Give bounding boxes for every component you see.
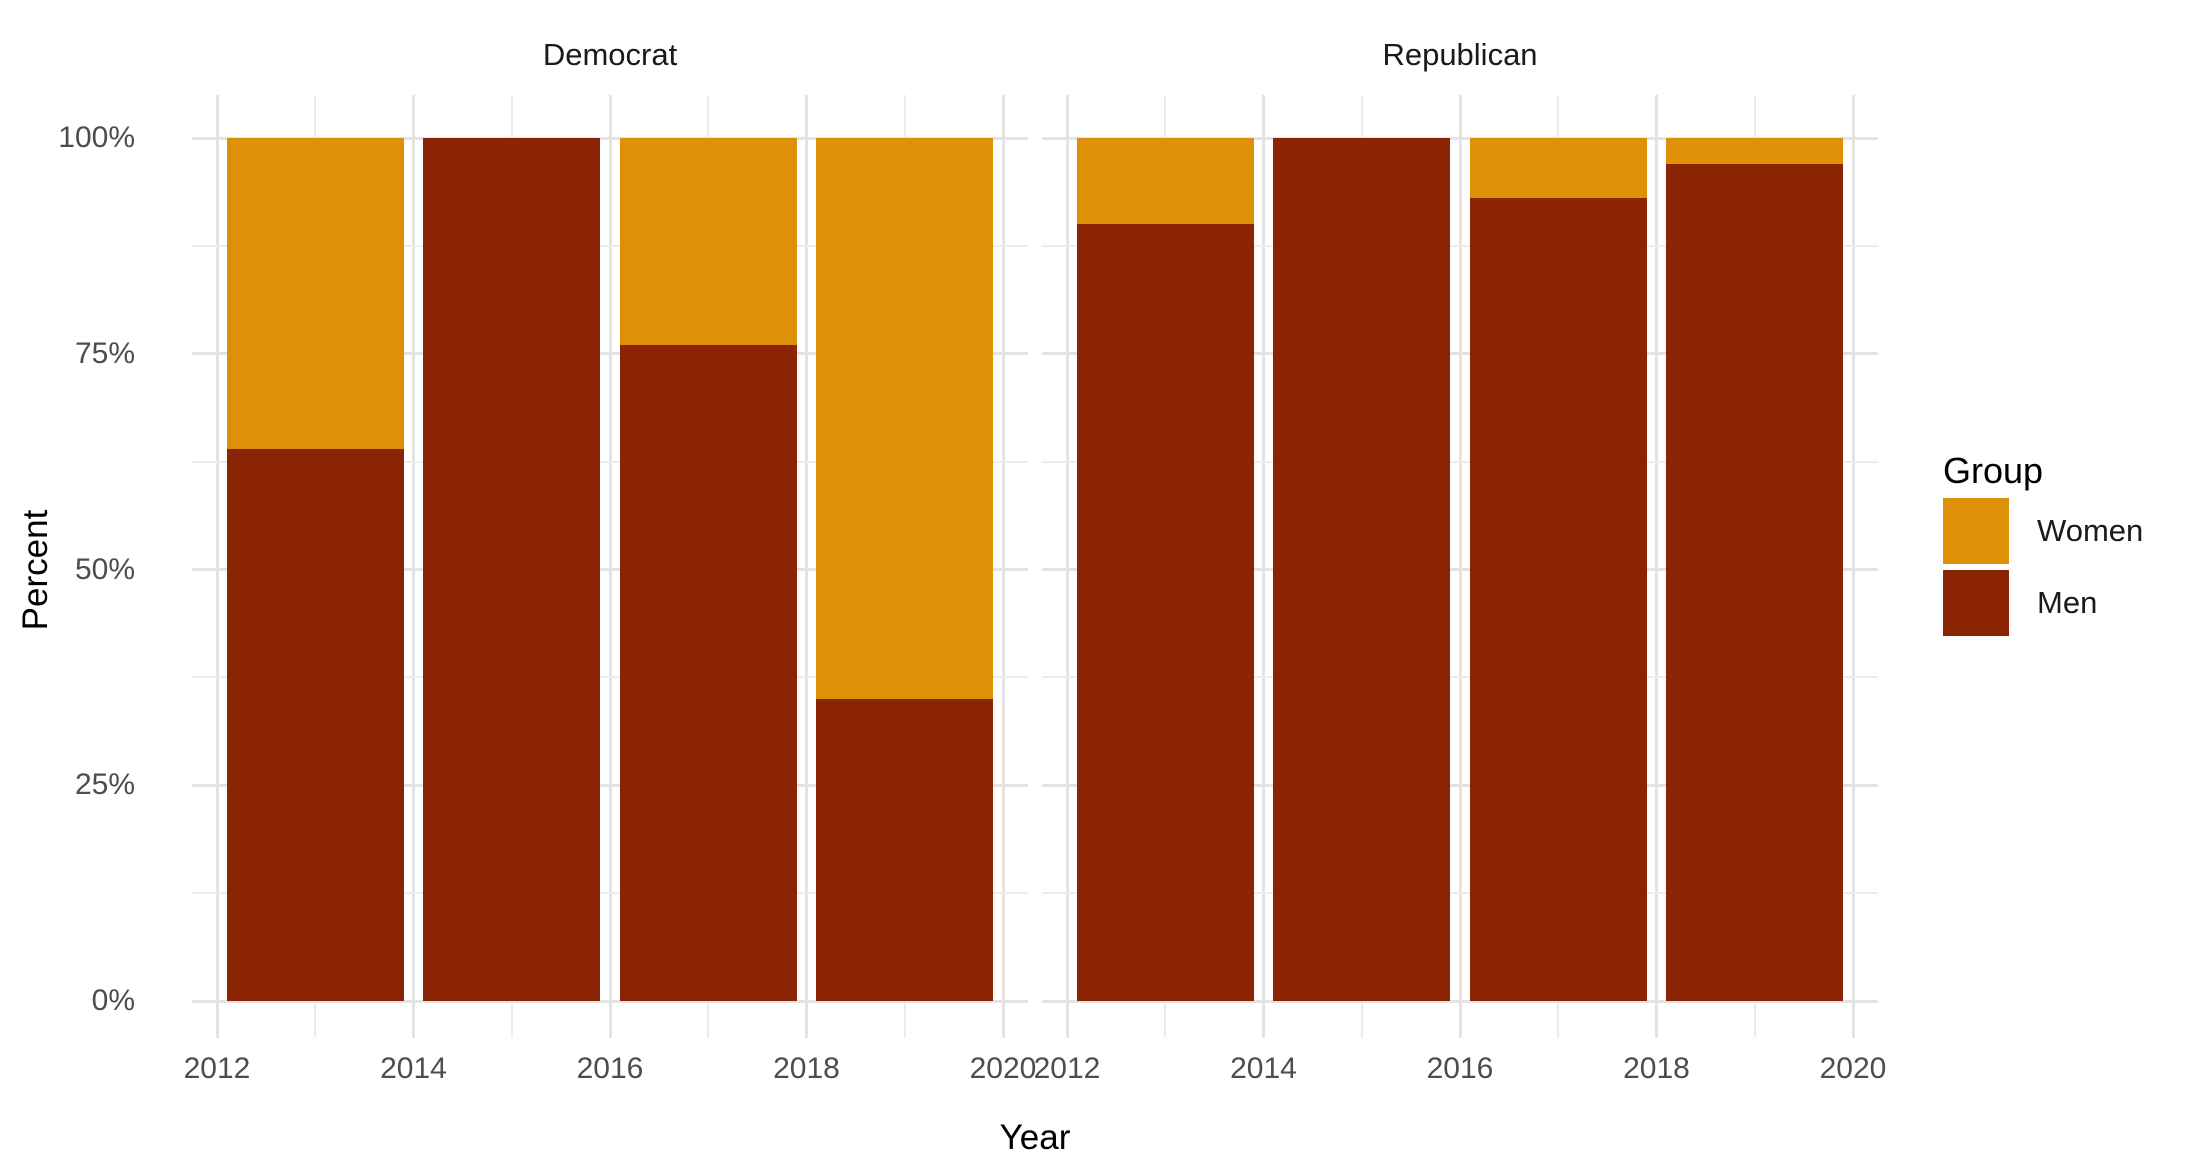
bar-segment-women — [1076, 138, 1254, 225]
gridline-horizontal-minor — [1042, 244, 1878, 247]
gridline-horizontal-major — [1042, 568, 1878, 571]
gridline-horizontal-minor — [1042, 676, 1878, 679]
x-axis-tick-label: 2020 — [1819, 1052, 1887, 1085]
gridline-horizontal-minor — [192, 892, 1028, 895]
x-axis-tick-label: 2014 — [380, 1052, 447, 1085]
gridline-vertical-major — [1851, 95, 1855, 1038]
facet-strip-label: Democrat — [542, 37, 678, 72]
bar-segment-men — [1469, 198, 1647, 1001]
gridline-horizontal-major — [1042, 136, 1878, 140]
bar-segment-women — [619, 138, 797, 346]
legend-entry: Women — [1943, 498, 2143, 564]
facet-strip-label: Republican — [1382, 37, 1538, 72]
gridline-horizontal-minor — [192, 244, 1028, 247]
legend-swatch-women — [1943, 498, 2009, 564]
gridline-horizontal-major — [192, 352, 1028, 356]
gridline-vertical-major — [608, 95, 612, 1038]
bar-segment-women — [1666, 138, 1844, 164]
x-axis-title: Year — [999, 1118, 1071, 1157]
x-axis-tick-label: 2014 — [1230, 1052, 1297, 1085]
gridline-vertical-major — [1655, 95, 1658, 1038]
y-axis-tick-label: 100% — [58, 121, 135, 154]
gridline-vertical-major — [1001, 95, 1005, 1038]
bar-segment-men — [816, 698, 994, 1001]
legend-entries: Women Men — [1943, 498, 2143, 636]
legend-entry: Men — [1943, 570, 2143, 636]
y-axis-tick-label: 50% — [74, 552, 135, 586]
gridline-vertical-major — [215, 95, 219, 1038]
x-axis-tick-label: 2016 — [1426, 1052, 1494, 1085]
bar-segment-women — [226, 138, 404, 449]
legend: Group Women Men — [1943, 450, 2143, 636]
y-axis-tick-label: 75% — [74, 336, 135, 370]
x-axis-tick-label: 2018 — [773, 1052, 840, 1085]
y-axis-tick-label: 25% — [74, 768, 135, 802]
gridline-vertical-major — [1065, 95, 1069, 1038]
gridline-horizontal-major — [1042, 783, 1878, 787]
gridline-horizontal-major — [1042, 352, 1878, 356]
gridline-horizontal-major — [192, 999, 1028, 1003]
gridline-horizontal-major — [192, 136, 1028, 140]
bar-segment-women — [816, 138, 994, 699]
x-axis-tick-label: 2018 — [1623, 1052, 1690, 1085]
gridline-horizontal-major — [192, 783, 1028, 787]
y-axis-tick-label: 0% — [91, 984, 135, 1017]
gridline-vertical-major — [412, 95, 415, 1038]
x-axis-tick-label: 2020 — [969, 1052, 1037, 1085]
legend-entry-label: Men — [2037, 585, 2098, 620]
legend-title: Group — [1943, 450, 2044, 491]
x-axis-tick-label: 2012 — [183, 1052, 251, 1085]
bar-segment-men — [423, 138, 601, 1001]
bar-segment-men — [619, 345, 797, 1001]
x-axis-tick-label: 2016 — [576, 1052, 644, 1085]
legend-swatch-men — [1943, 570, 2009, 636]
gridline-vertical-major — [805, 95, 808, 1038]
bar-segment-women — [1469, 138, 1647, 199]
gridline-horizontal-major — [1042, 999, 1878, 1003]
gridline-horizontal-minor — [1042, 460, 1878, 463]
bar-segment-men — [1076, 224, 1254, 1001]
bar-segment-men — [1273, 138, 1451, 1001]
gridline-horizontal-minor — [192, 460, 1028, 463]
gridline-horizontal-minor — [192, 676, 1028, 679]
gridline-vertical-major — [1458, 95, 1462, 1038]
gridline-horizontal-minor — [1042, 892, 1878, 895]
bar-segment-men — [1666, 163, 1844, 1001]
bar-segment-men — [226, 448, 404, 1001]
gridline-vertical-major — [1262, 95, 1265, 1038]
y-axis-title: Percent — [16, 509, 55, 631]
x-axis-tick-label: 2012 — [1033, 1052, 1101, 1085]
gridline-horizontal-major — [192, 568, 1028, 571]
legend-entry-label: Women — [2037, 513, 2144, 548]
